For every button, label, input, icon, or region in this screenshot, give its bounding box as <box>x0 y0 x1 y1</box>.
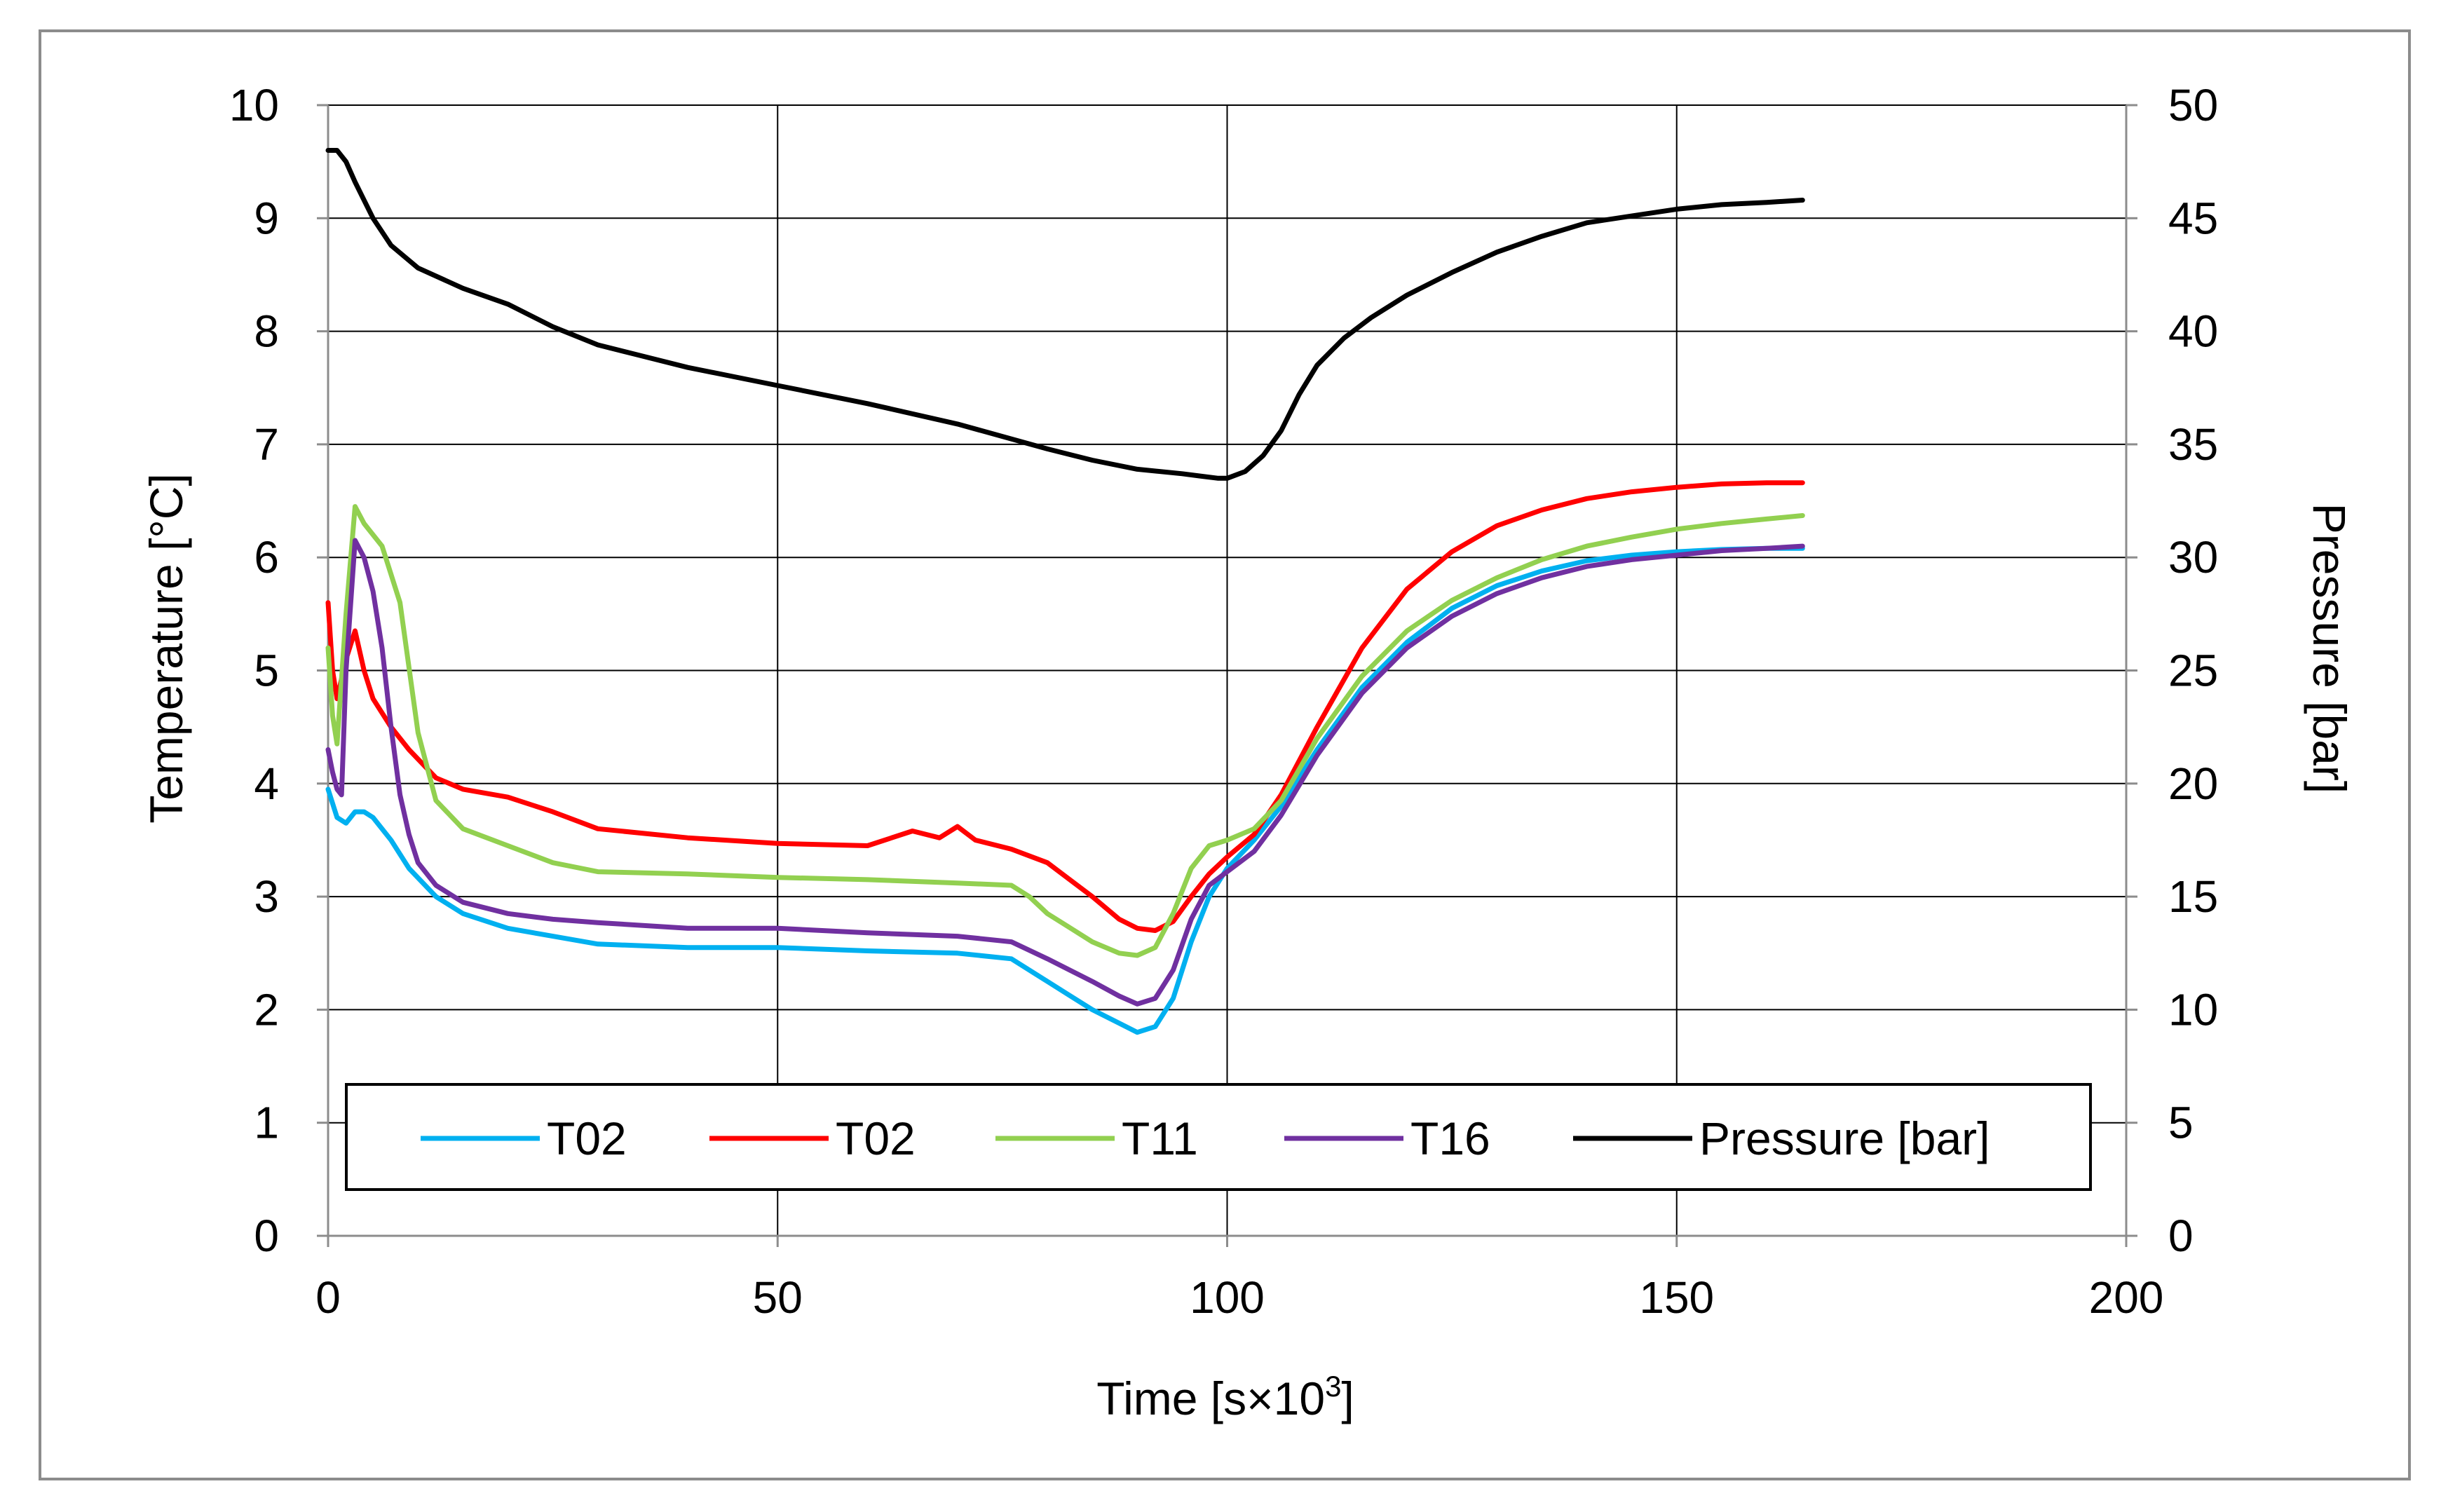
y2-tick-label: 5 <box>2168 1098 2194 1148</box>
y2-tick-label: 0 <box>2168 1211 2194 1261</box>
y2-axis-title: Pressure [bar] <box>2304 503 2355 794</box>
series-line-4 <box>325 148 1805 481</box>
x-tick-label: 200 <box>2089 1272 2164 1323</box>
series-line-0 <box>325 545 1805 1035</box>
y-tick-label: 2 <box>254 984 279 1035</box>
legend-box <box>345 1083 2092 1191</box>
y-tick-label: 4 <box>254 758 279 809</box>
legend-label: T02 <box>836 1112 916 1164</box>
y-tick-label: 6 <box>254 532 279 583</box>
y2-tick-label: 10 <box>2168 984 2218 1035</box>
legend-label: T16 <box>1410 1112 1490 1164</box>
y-tick-label: 3 <box>254 871 279 922</box>
legend: T02 T02 T11 T16 Pressure [bar] <box>345 1083 2092 1191</box>
axes <box>317 104 2137 1247</box>
series-line-1 <box>325 480 1805 933</box>
y2-tick-label: 20 <box>2168 758 2218 809</box>
y-tick-label: 8 <box>254 306 279 357</box>
y-tick-label: 10 <box>229 80 279 130</box>
y2-tick-label: 25 <box>2168 646 2218 696</box>
series-line-2 <box>325 504 1805 958</box>
legend-label: T02 <box>547 1112 627 1164</box>
y2-tick-label: 40 <box>2168 306 2218 357</box>
y-tick-label: 0 <box>254 1211 279 1261</box>
y2-tick-label: 35 <box>2168 419 2218 470</box>
chart-border <box>39 29 2411 1480</box>
x-tick-label: 150 <box>1639 1272 1714 1323</box>
x-tick-label: 100 <box>1190 1272 1265 1323</box>
legend-label: Pressure [bar] <box>1699 1112 1990 1164</box>
data-series <box>325 148 1805 1035</box>
y2-tick-label: 50 <box>2168 80 2218 130</box>
y-axis-title: Temperature [°C] <box>140 473 192 824</box>
x-axis-title: Time [s×103] <box>1096 1370 1354 1424</box>
y2-tick-label: 30 <box>2168 532 2218 583</box>
x-tick-label: 50 <box>753 1272 803 1323</box>
y-tick-label: 1 <box>254 1098 279 1148</box>
y-tick-label: 5 <box>254 646 279 696</box>
y-tick-label: 9 <box>254 193 279 243</box>
y2-tick-label: 15 <box>2168 871 2218 922</box>
y-tick-label: 7 <box>254 419 279 470</box>
series-line-3 <box>325 538 1805 1007</box>
x-tick-label: 0 <box>315 1272 341 1323</box>
legend-label: T11 <box>1122 1112 1198 1164</box>
y2-tick-label: 45 <box>2168 193 2218 243</box>
